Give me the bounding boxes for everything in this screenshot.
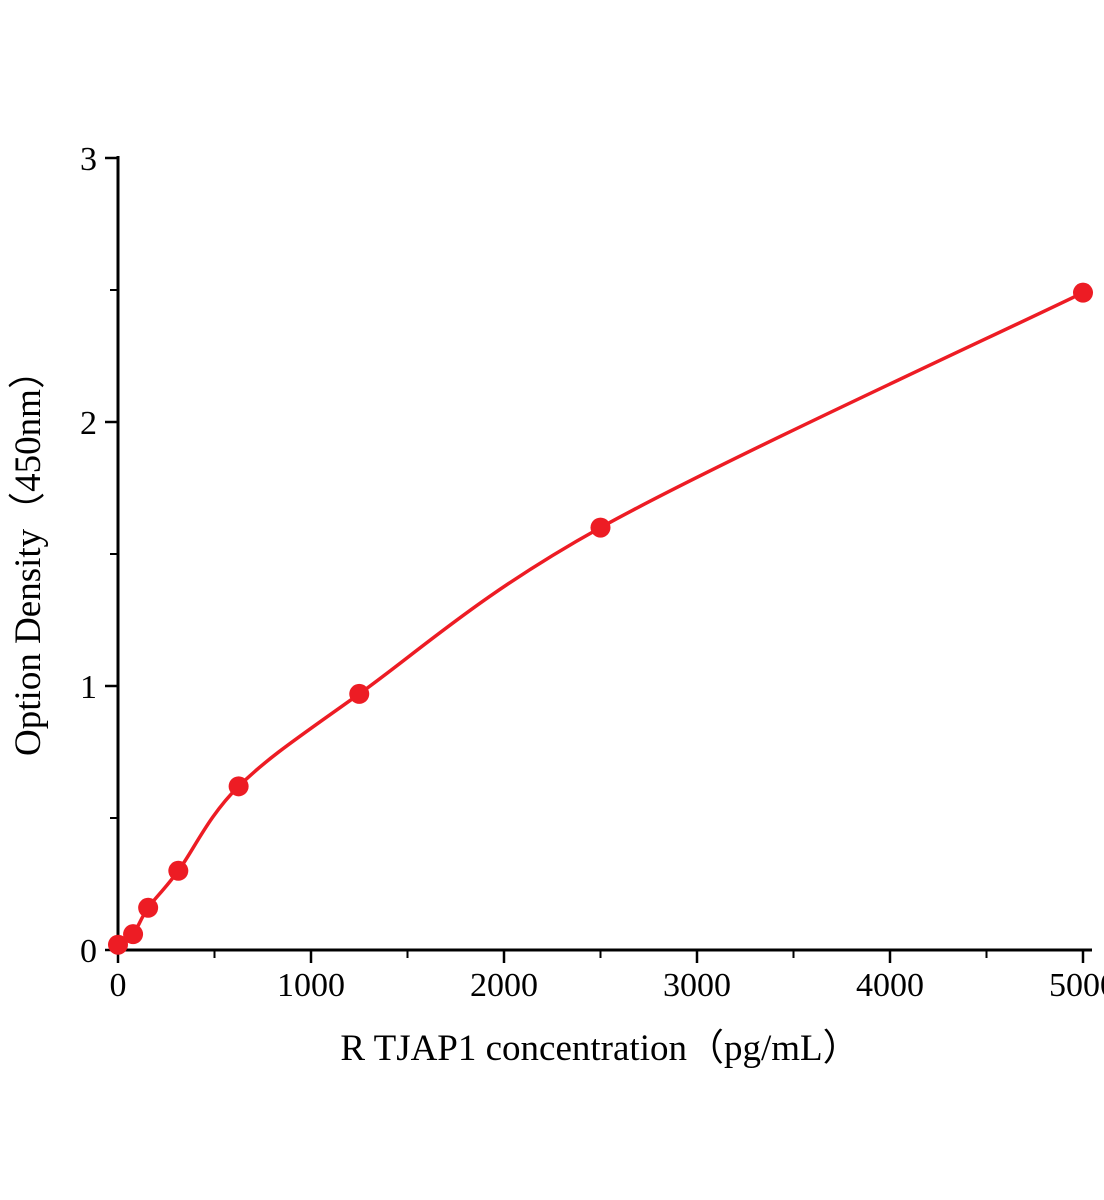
y-tick-label: 3 — [80, 141, 97, 178]
data-point-marker — [138, 897, 159, 918]
x-tick-label: 2000 — [470, 967, 538, 1004]
data-point-marker — [1073, 282, 1093, 303]
x-tick-label: 4000 — [856, 967, 924, 1004]
data-point-marker — [123, 924, 144, 945]
x-tick-label: 1000 — [277, 967, 345, 1004]
x-tick-label: 0 — [110, 967, 127, 1004]
data-point-marker — [168, 860, 189, 881]
data-points — [108, 282, 1093, 955]
data-point-marker — [108, 934, 128, 955]
x-axis-title: R TJAP1 concentration（pg/mL） — [340, 1028, 859, 1069]
y-tick-label: 2 — [80, 405, 97, 442]
x-tick-label: 3000 — [663, 967, 731, 1004]
y-tick-label: 0 — [80, 933, 97, 970]
y-axis-title: Option Density（450nm） — [8, 352, 49, 756]
data-point-marker — [228, 776, 249, 797]
data-point-marker — [590, 517, 611, 538]
y-tick-label: 1 — [80, 669, 97, 706]
data-point-marker — [349, 683, 370, 704]
fit-curve-line — [116, 291, 1084, 947]
